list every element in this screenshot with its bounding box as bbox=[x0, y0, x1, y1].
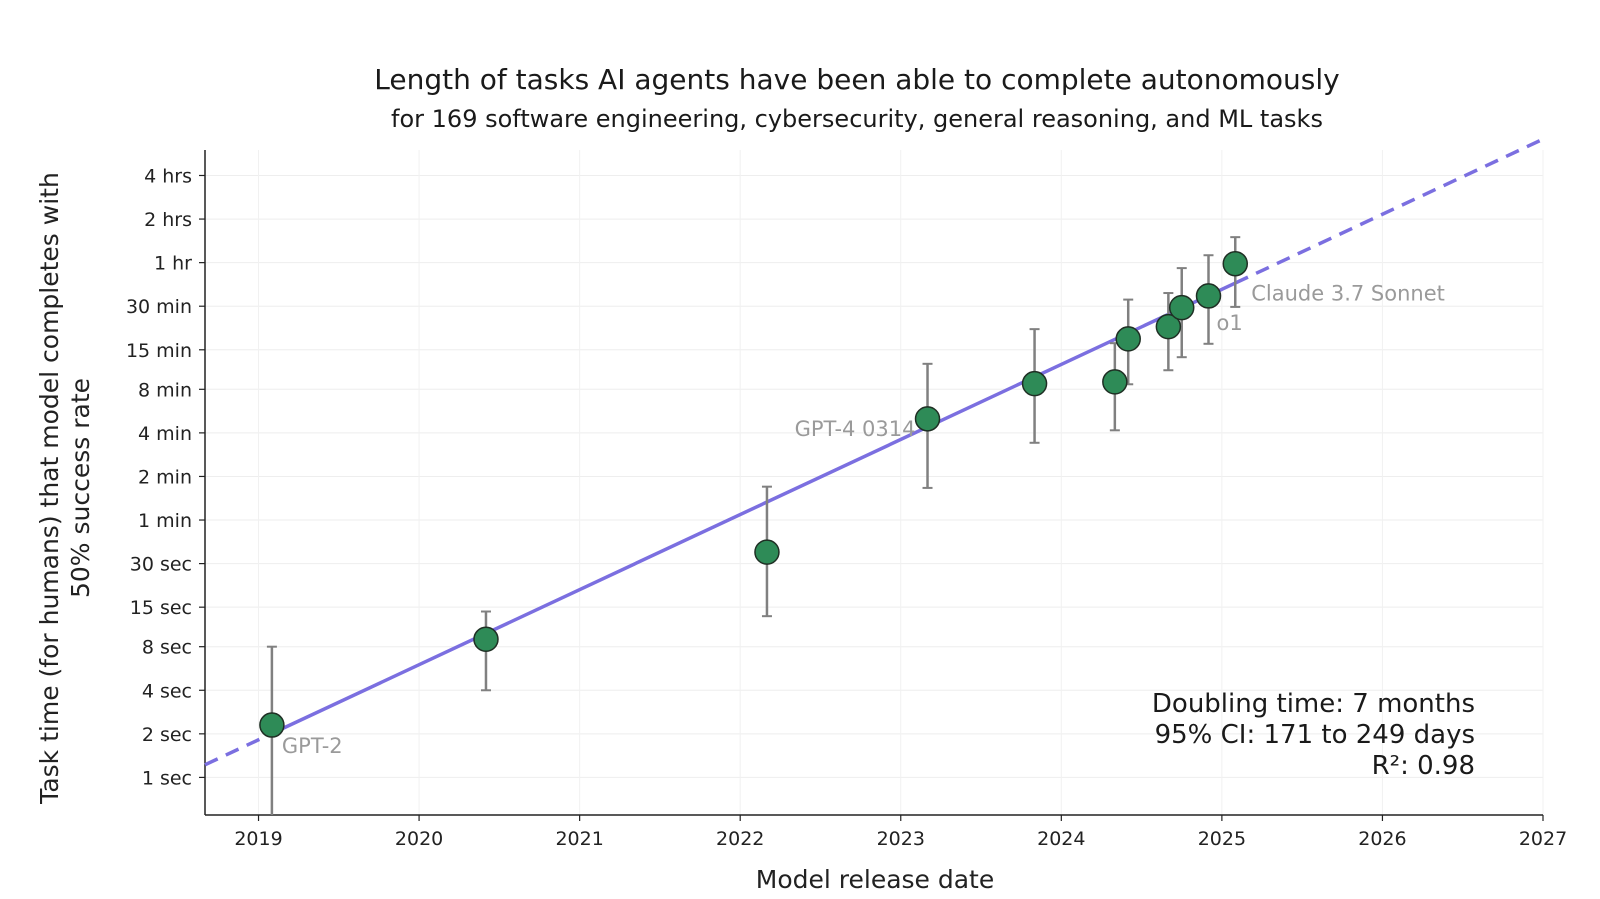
data-point bbox=[754, 539, 780, 565]
axes bbox=[204, 150, 1543, 816]
stats-confidence-interval: 95% CI: 171 to 249 days bbox=[1155, 720, 1475, 750]
data-point bbox=[1222, 250, 1249, 277]
y-tick-label: 15 sec bbox=[130, 597, 192, 619]
trend-line bbox=[204, 137, 1544, 767]
y-axis-label: Task time (for humans) that model comple… bbox=[35, 172, 95, 805]
y-tick-label: 8 min bbox=[138, 379, 192, 401]
y-tick-label: 1 min bbox=[138, 510, 192, 532]
y-tick-label: 2 min bbox=[138, 466, 192, 488]
y-tick-label: 1 sec bbox=[142, 767, 192, 789]
x-tick-label: 2023 bbox=[877, 828, 925, 850]
trend-line-dashed bbox=[1234, 137, 1544, 285]
y-tick-label: 4 hrs bbox=[144, 165, 192, 187]
x-ticks: 2019 2020 2021 2022 2023 2024 2025 2026 2027 bbox=[234, 815, 1567, 850]
x-axis-label: Model release date bbox=[756, 865, 995, 894]
data-point bbox=[259, 712, 285, 738]
error-bars bbox=[266, 236, 1241, 815]
y-tick-label: 4 sec bbox=[142, 680, 192, 702]
grid bbox=[205, 150, 1544, 815]
y-tick-label: 2 sec bbox=[142, 724, 192, 746]
x-tick-label: 2026 bbox=[1358, 828, 1406, 850]
x-tick-label: 2021 bbox=[555, 828, 603, 850]
data-point bbox=[1155, 313, 1182, 340]
data-point bbox=[1102, 369, 1128, 395]
chart-subtitle: for 169 software engineering, cybersecur… bbox=[391, 105, 1323, 133]
point-label: o1 bbox=[1217, 311, 1243, 335]
data-point bbox=[1115, 326, 1141, 352]
trend-line-solid bbox=[271, 281, 1237, 736]
y-tick-label: 1 hr bbox=[154, 253, 192, 275]
y-axis-label-line: Task time (for humans) that model comple… bbox=[35, 172, 64, 805]
stats-r-squared: R²: 0.98 bbox=[1372, 751, 1475, 781]
trend-line-dashed bbox=[204, 731, 273, 767]
y-tick-label: 15 min bbox=[126, 340, 192, 362]
data-point bbox=[1195, 283, 1222, 309]
y-axis-label-line: 50% success rate bbox=[66, 378, 95, 598]
x-tick-label: 2027 bbox=[1519, 828, 1567, 850]
y-tick-label: 30 min bbox=[126, 296, 192, 318]
x-tick-label: 2020 bbox=[395, 828, 443, 850]
chart-title: Length of tasks AI agents have been able… bbox=[374, 63, 1339, 96]
x-tick-label: 2019 bbox=[234, 828, 282, 850]
x-tick-label: 2025 bbox=[1198, 828, 1246, 850]
point-label: Claude 3.7 Sonnet bbox=[1251, 282, 1445, 306]
data-point bbox=[914, 406, 941, 432]
data-point bbox=[1168, 294, 1195, 321]
x-tick-label: 2022 bbox=[716, 828, 764, 850]
stats-doubling-time: Doubling time: 7 months bbox=[1152, 689, 1475, 719]
y-tick-label: 4 min bbox=[138, 423, 192, 445]
point-label: GPT-2 bbox=[282, 734, 343, 758]
y-tick-label: 2 hrs bbox=[144, 209, 192, 231]
y-tick-label: 30 sec bbox=[130, 554, 192, 576]
y-ticks: 1 sec 2 sec 4 sec 8 sec 15 sec 30 sec 1 min 2 m… bbox=[126, 165, 205, 789]
x-tick-label: 2024 bbox=[1037, 828, 1085, 850]
data-point bbox=[473, 626, 499, 653]
point-label: GPT-4 0314 bbox=[795, 417, 916, 441]
data-point bbox=[1021, 370, 1048, 397]
data-points bbox=[259, 250, 1249, 738]
y-tick-label: 8 sec bbox=[142, 637, 192, 659]
point-labels: GPT-2 GPT-4 0314 o1 Claude 3.7 Sonnet bbox=[282, 282, 1445, 758]
stats-box: Doubling time: 7 months 95% CI: 171 to 2… bbox=[1152, 689, 1475, 781]
